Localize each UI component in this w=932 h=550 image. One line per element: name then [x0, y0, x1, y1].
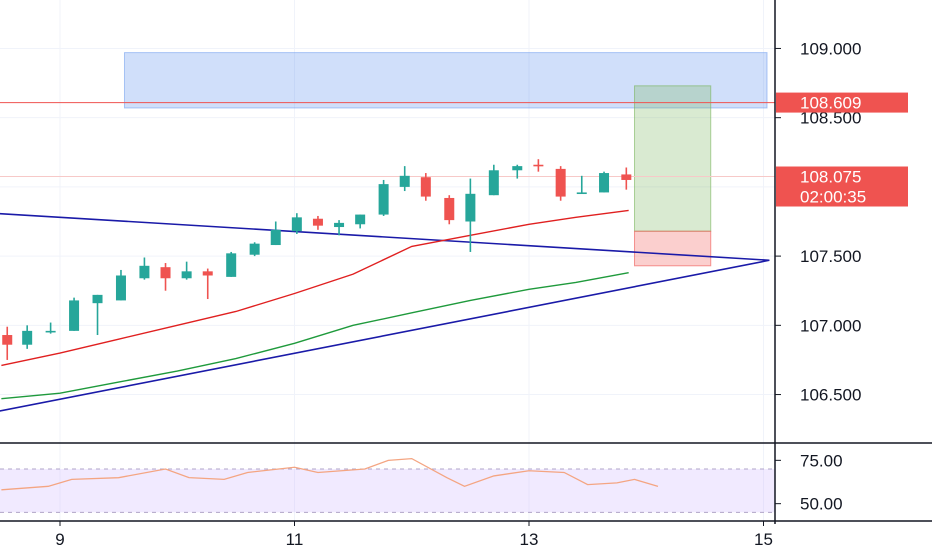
- candle-body: [355, 214, 366, 225]
- candle-body: [621, 174, 632, 180]
- rsi-tick-label: 75.00: [800, 451, 843, 470]
- candle-body: [334, 222, 345, 228]
- time-axis-labels: 9 11 13 15: [55, 521, 773, 549]
- y-tick-label: 106.500: [800, 386, 861, 405]
- demand-zone: [123, 52, 768, 109]
- rsi-band: [0, 469, 775, 513]
- drawing-zones: [123, 52, 768, 267]
- candle-body: [420, 177, 431, 197]
- candle-body: [45, 330, 56, 333]
- x-tick-label: 13: [520, 530, 539, 549]
- rsi-line: [1, 457, 659, 491]
- candle-body: [512, 166, 523, 171]
- axes: [0, 0, 932, 524]
- candle-body: [249, 243, 260, 255]
- candle-body: [226, 253, 237, 277]
- candle-body: [92, 294, 103, 304]
- rsi-pane: [0, 457, 775, 513]
- price-axis-labels: 109.000 108.500 107.500 107.000 106.500 75.00…: [775, 39, 861, 514]
- y-tick-label: 108.500: [800, 109, 861, 128]
- candle-body: [465, 193, 476, 222]
- price-tag-label: 108.609: [800, 94, 861, 113]
- candle-body: [115, 275, 126, 301]
- moving-average-green: [1, 272, 629, 400]
- trendline-2: [0, 259, 770, 412]
- candle-body: [181, 271, 192, 279]
- candle-body: [160, 267, 171, 279]
- moving-average-red: [1, 209, 629, 367]
- candle-body: [139, 265, 150, 279]
- candle-body: [555, 168, 566, 197]
- candle-body: [533, 164, 544, 167]
- indicator-lines: [0, 102, 775, 412]
- candle-body: [202, 271, 213, 276]
- candle-body: [22, 330, 33, 345]
- candle-body: [270, 229, 281, 246]
- x-tick-label: 11: [286, 530, 304, 549]
- candle-body: [2, 335, 13, 345]
- y-tick-label: 109.000: [800, 39, 861, 58]
- price-tag-background: [776, 166, 908, 207]
- candle-body: [576, 192, 587, 195]
- candle-body: [291, 217, 302, 232]
- y-tick-label: 107.500: [800, 247, 861, 266]
- target-zone: [634, 85, 712, 232]
- price-tag-background: [776, 92, 908, 113]
- candle-body: [312, 218, 323, 226]
- candle-body: [488, 170, 499, 196]
- candle-body: [399, 175, 410, 187]
- x-tick-label: 9: [55, 530, 64, 549]
- candlesticks: [2, 159, 632, 360]
- candle-body: [599, 173, 610, 193]
- price-tag-label: 108.075: [800, 168, 861, 187]
- y-tick-label: 107.000: [800, 316, 861, 335]
- x-tick-label: 15: [754, 530, 773, 549]
- countdown-label: 02:00:35: [800, 188, 866, 207]
- trendline-1: [0, 212, 770, 262]
- candle-body: [378, 184, 389, 215]
- candle-body: [69, 300, 80, 331]
- stop-zone: [634, 230, 712, 267]
- candle-body: [444, 197, 455, 221]
- rsi-tick-label: 50.00: [800, 495, 843, 514]
